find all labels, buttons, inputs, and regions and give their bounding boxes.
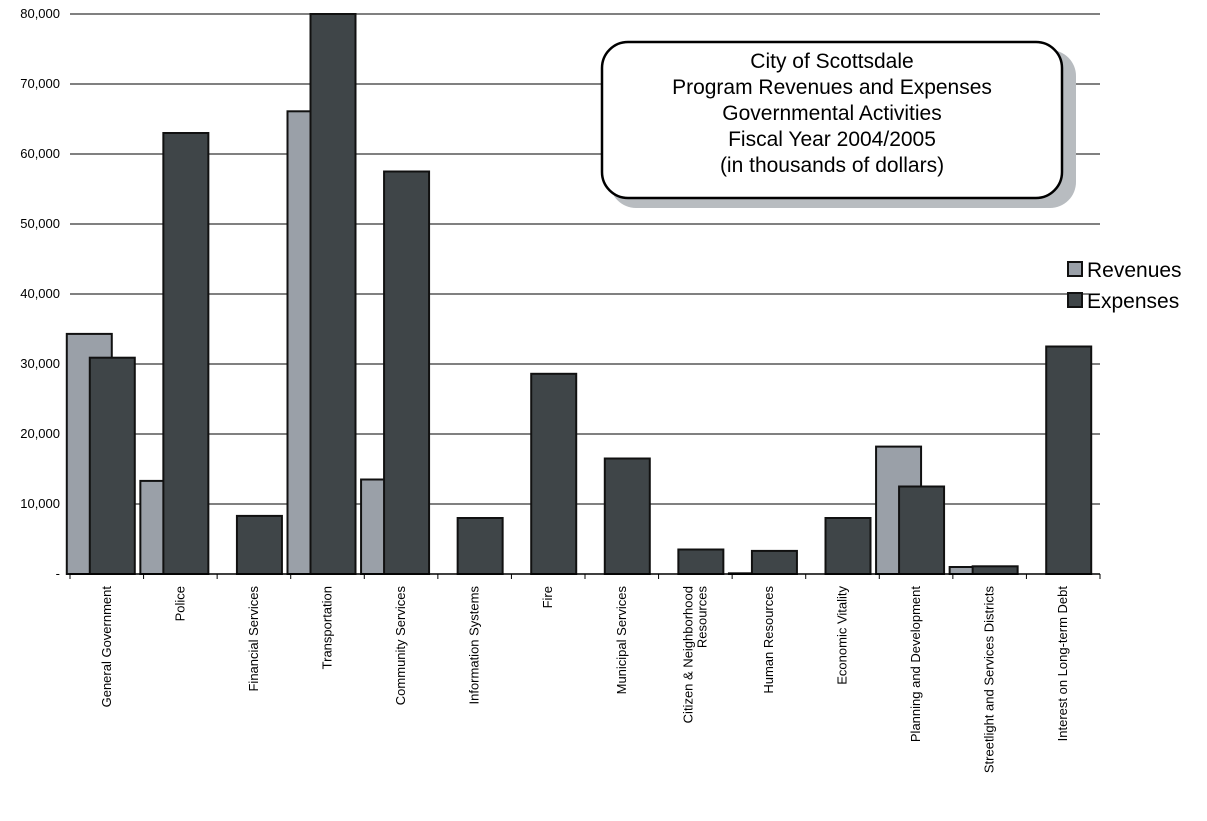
chart-title-line-2: Program Revenues and Expenses [672,76,992,99]
x-tick-label: General Government [99,586,114,708]
x-tick-label: Economic Vitality [835,586,850,685]
bar-expenses [750,549,798,576]
bar-expenses [309,13,357,575]
y-tick-label: 30,000 [20,356,60,371]
chart-title-line-3: Governmental Activities [722,102,941,125]
x-axis-tick-labels: General Government Police Financial Servic… [99,586,1070,774]
x-tick-label: Resources [694,586,709,649]
bar-expenses [898,485,946,575]
x-tick-label: Interest on Long-term Debt [1055,586,1070,742]
x-tick-label: Streetlight and Services Districts [982,586,997,774]
x-tick-label: Transportation [320,586,335,669]
y-tick-label: 40,000 [20,286,60,301]
y-tick-label: 50,000 [20,216,60,231]
bar-expenses [88,356,136,576]
bar-expenses [530,372,578,575]
x-tick-label: Financial Services [246,586,261,692]
bar-expenses [603,457,651,575]
legend-label-expenses: Expenses [1087,290,1179,313]
bar-expenses [1045,345,1093,575]
x-axis [69,573,1101,579]
chart-title-line-5: (in thousands of dollars) [720,154,944,177]
bar-expenses [383,170,431,575]
title-box-frame [600,40,1064,200]
legend-swatch-revenues [1067,261,1083,277]
y-tick-label: 70,000 [20,76,60,91]
x-tick-label: Planning and Development [908,586,923,742]
legend: Revenues Expenses [1067,259,1182,313]
bar-expenses [824,517,872,575]
gridlines [70,13,1100,505]
y-tick-label: 10,000 [20,496,60,511]
chart-title-line-4: Fiscal Year 2004/2005 [728,128,936,151]
x-tick-label: Community Services [393,586,408,706]
y-tick-label: 60,000 [20,146,60,161]
x-tick-label: Information Systems [467,586,482,705]
bar-expenses [162,132,210,575]
bar-expenses [677,548,725,575]
bar-expenses [971,565,1019,575]
bars [65,13,1093,576]
x-tick-label: Citizen & Neighborhood [680,586,695,723]
legend-label-revenues: Revenues [1087,259,1182,282]
y-tick-label: 80,000 [20,6,60,21]
x-tick-label: Municipal Services [614,586,629,695]
chart-title-line-1: City of Scottsdale [750,50,913,73]
x-tick-label: Human Resources [761,586,776,694]
bar-expenses [235,514,283,576]
legend-swatch-expenses [1067,292,1083,308]
chart-title-box: City of Scottsdale Program Revenues and … [600,40,1076,208]
y-tick-label: - [56,566,60,581]
y-axis-tick-labels: - 10,000 20,000 30,000 40,000 50,000 60,000 70,… [20,6,60,581]
y-tick-label: 20,000 [20,426,60,441]
bar-expenses [456,517,504,575]
x-tick-label: Fire [540,586,555,608]
x-tick-label: Police [172,586,187,621]
